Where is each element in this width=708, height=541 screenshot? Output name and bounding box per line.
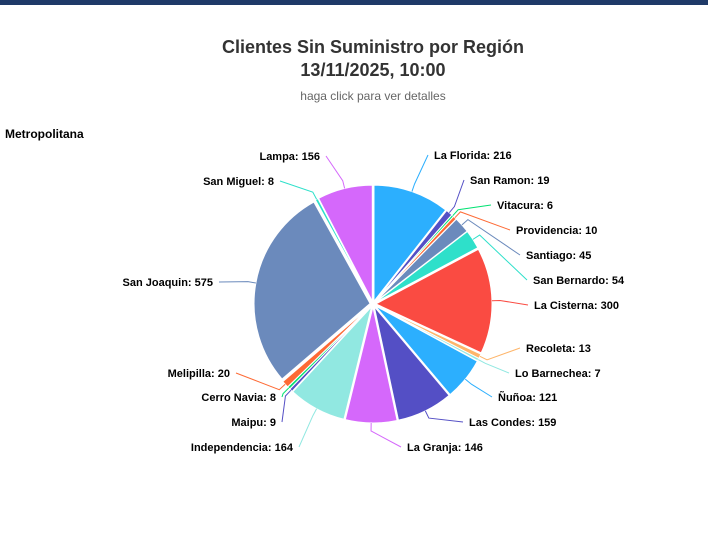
data-label-la-florida: La Florida: 216 bbox=[434, 150, 512, 162]
data-label-san-miguel: San Miguel: 8 bbox=[203, 176, 274, 188]
pie-slice-la-cisterna[interactable] bbox=[374, 248, 493, 354]
data-label-la-granja: La Granja: 146 bbox=[407, 442, 483, 454]
connector-la-granja bbox=[370, 422, 402, 448]
connector-san-miguel bbox=[279, 180, 318, 200]
data-label-santiago: Santiago: 45 bbox=[526, 250, 591, 262]
chart-title: Clientes Sin Suministro por Región bbox=[221, 37, 525, 57]
pie-slice-san-bernardo[interactable] bbox=[375, 230, 479, 303]
connector-san-joaquin bbox=[218, 281, 256, 284]
data-label-recoleta: Recoleta: 13 bbox=[526, 343, 591, 355]
data-label-cerro-navia: Cerro Navia: 8 bbox=[201, 392, 276, 404]
data-label-providencia: Providencia: 10 bbox=[516, 225, 597, 237]
connector-providencia bbox=[454, 211, 511, 231]
top-bar bbox=[0, 0, 708, 5]
connector-recoleta bbox=[479, 347, 521, 361]
pie-slice-la-florida[interactable] bbox=[373, 184, 447, 303]
data-label-san-bernardo: San Bernardo: 54 bbox=[533, 275, 625, 287]
data-label-san-joaquin: San Joaquin: 575 bbox=[123, 277, 213, 289]
data-label-nunoa: Ñuñoa: 121 bbox=[498, 391, 557, 404]
connector-las-condes bbox=[424, 410, 464, 423]
data-label-san-ramon: San Ramon: 19 bbox=[470, 175, 549, 187]
data-label-vitacura: Vitacura: 6 bbox=[497, 200, 553, 212]
connector-maipu bbox=[281, 389, 292, 423]
pie-slice-lampa[interactable] bbox=[317, 184, 373, 302]
chart-subtitle: haga click para ver detalles bbox=[300, 89, 446, 103]
connector-santiago bbox=[461, 218, 521, 256]
connector-vitacura bbox=[452, 204, 492, 217]
connector-la-cisterna bbox=[491, 299, 529, 306]
pie-slice-las-condes[interactable] bbox=[373, 306, 450, 421]
connector-lo-barnechea bbox=[477, 359, 510, 374]
pie-slice-la-granja[interactable] bbox=[344, 306, 398, 424]
connector-nunoa bbox=[464, 378, 493, 398]
pie-slice-san-miguel[interactable] bbox=[314, 197, 373, 302]
connector-san-bernardo bbox=[472, 234, 528, 281]
pie-slice-san-joaquin[interactable] bbox=[253, 201, 371, 380]
connector-lampa bbox=[325, 155, 346, 189]
connector-independencia bbox=[298, 408, 318, 448]
pie-slice-nunoa[interactable] bbox=[374, 305, 478, 396]
data-label-melipilla: Melipilla: 20 bbox=[168, 368, 230, 380]
data-label-las-condes: Las Condes: 159 bbox=[469, 417, 556, 429]
data-label-lo-barnechea: Lo Barnechea: 7 bbox=[515, 368, 601, 380]
data-label-independencia: Independencia: 164 bbox=[191, 442, 294, 454]
connector-melipilla bbox=[235, 372, 286, 391]
data-label-la-cisterna: La Cisterna: 300 bbox=[534, 300, 619, 312]
region-label: Metropolitana bbox=[5, 127, 84, 141]
chart-title-date: 13/11/2025, 10:00 bbox=[300, 60, 446, 80]
data-label-maipu: Maipu: 9 bbox=[231, 417, 276, 429]
pie-slice-independencia[interactable] bbox=[292, 304, 373, 420]
connector-la-florida bbox=[411, 154, 429, 192]
data-label-lampa: Lampa: 156 bbox=[259, 151, 320, 163]
connector-cerro-navia bbox=[281, 387, 290, 398]
connector-san-ramon bbox=[448, 179, 465, 213]
